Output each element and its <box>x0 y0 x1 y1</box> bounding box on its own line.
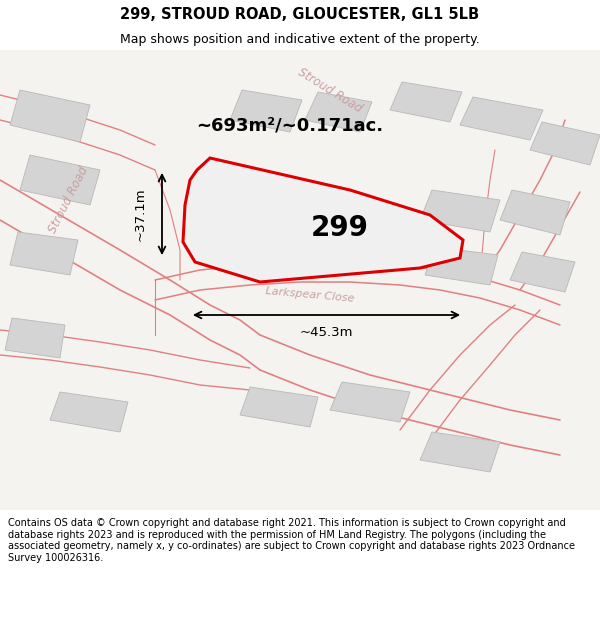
Polygon shape <box>230 90 302 132</box>
Text: Stroud Road: Stroud Road <box>46 164 91 236</box>
Text: Stroud Road: Stroud Road <box>296 65 364 115</box>
Polygon shape <box>390 82 462 122</box>
Polygon shape <box>460 97 543 140</box>
Text: 299: 299 <box>311 214 369 242</box>
Polygon shape <box>420 190 500 232</box>
Polygon shape <box>20 155 100 205</box>
Text: ~693m²/~0.171ac.: ~693m²/~0.171ac. <box>196 116 383 134</box>
Text: ~37.1m: ~37.1m <box>133 188 146 241</box>
Text: Larkspear Close: Larkspear Close <box>265 286 355 304</box>
Polygon shape <box>305 92 372 132</box>
Polygon shape <box>10 232 78 275</box>
Polygon shape <box>330 382 410 422</box>
Polygon shape <box>183 158 463 282</box>
Polygon shape <box>510 252 575 292</box>
Text: Contains OS data © Crown copyright and database right 2021. This information is : Contains OS data © Crown copyright and d… <box>8 518 575 563</box>
Text: Map shows position and indicative extent of the property.: Map shows position and indicative extent… <box>120 32 480 46</box>
Polygon shape <box>50 392 128 432</box>
Text: 299, STROUD ROAD, GLOUCESTER, GL1 5LB: 299, STROUD ROAD, GLOUCESTER, GL1 5LB <box>121 6 479 21</box>
Polygon shape <box>240 387 318 427</box>
Polygon shape <box>5 318 65 358</box>
Polygon shape <box>425 247 498 285</box>
Text: ~45.3m: ~45.3m <box>300 326 353 339</box>
Polygon shape <box>10 90 90 142</box>
Polygon shape <box>500 190 570 235</box>
Polygon shape <box>420 432 500 472</box>
Polygon shape <box>530 122 600 165</box>
